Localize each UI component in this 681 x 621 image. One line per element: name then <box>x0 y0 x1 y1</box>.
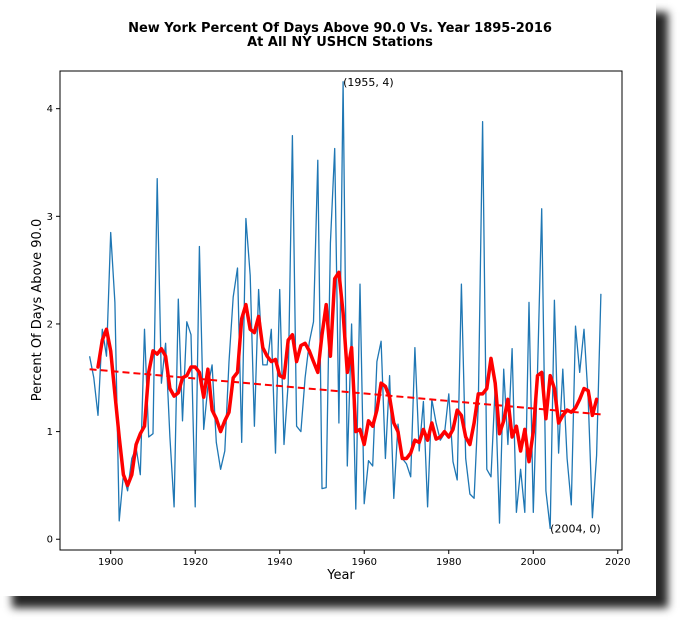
x-tick-label: 1960 <box>352 557 377 568</box>
x-tick-label: 1940 <box>267 557 292 568</box>
y-tick-label: 4 <box>47 104 53 115</box>
x-tick-label: 2000 <box>521 557 546 568</box>
y-tick-label: 2 <box>47 319 53 330</box>
annotation-label: (1955, 4) <box>343 76 394 89</box>
x-axis-label: Year <box>326 568 355 583</box>
y-tick-label: 3 <box>47 212 53 223</box>
chart-subtitle: At All NY USHCN Stations <box>247 35 433 50</box>
annual-line <box>88 81 602 530</box>
chart-svg: New York Percent Of Days Above 90.0 Vs. … <box>30 21 631 583</box>
chart-figure: New York Percent Of Days Above 90.0 Vs. … <box>30 21 631 583</box>
y-tick-label: 1 <box>47 427 53 438</box>
x-tick-label: 1920 <box>182 557 207 568</box>
annotation-label: (2004, 0) <box>550 522 601 535</box>
series-layer <box>88 81 602 530</box>
x-tick-label: 1980 <box>436 557 461 568</box>
y-axis: 0 1 2 3 4 <box>47 104 60 546</box>
y-axis-label: Percent Of Days Above 90.0 <box>30 219 45 401</box>
x-tick-label: 1900 <box>98 557 123 568</box>
x-axis: 1900 1920 1940 1960 1980 2000 2020 <box>98 550 631 568</box>
chart-title: New York Percent Of Days Above 90.0 Vs. … <box>128 21 552 36</box>
plot-area-frame <box>59 70 623 551</box>
annotation-layer: (1955, 4) (2004, 0) <box>343 76 601 536</box>
trend-line <box>89 368 601 416</box>
y-tick-label: 0 <box>47 535 53 546</box>
moving-average-line <box>96 270 599 488</box>
x-tick-label: 2020 <box>605 557 630 568</box>
